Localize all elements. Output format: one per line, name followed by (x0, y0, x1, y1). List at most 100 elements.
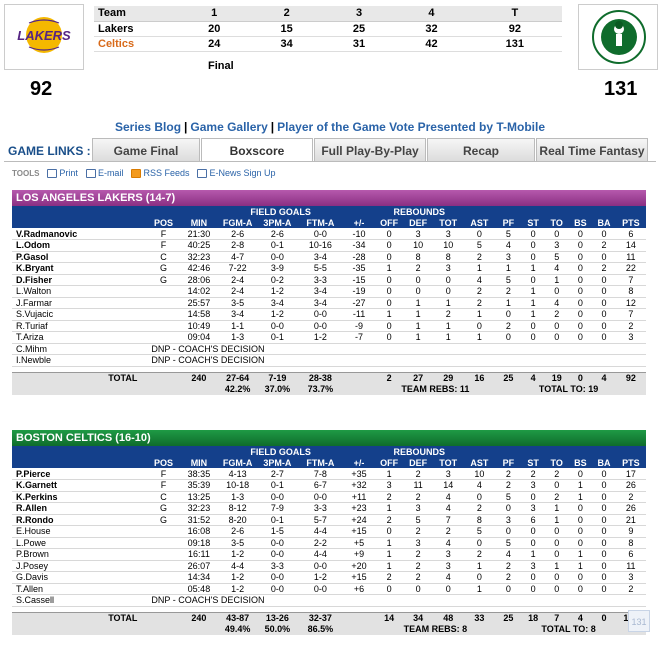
linescore-team-name[interactable]: Lakers (94, 21, 178, 37)
stat-cell: 0 (463, 228, 496, 240)
stat-cell: 1-3 (218, 491, 257, 503)
column-header: FTM-A (297, 217, 343, 228)
player-name[interactable]: P.Gasol (12, 251, 148, 263)
email-link[interactable]: E-mail (85, 168, 123, 178)
stat-cell: 1 (433, 331, 464, 344)
stat-cell: 14 (433, 479, 464, 492)
stat-cell: 0 (463, 571, 496, 584)
stat-cell: 3-4 (218, 308, 257, 321)
totals-ba: 0 (592, 611, 616, 624)
totals-ba: 4 (592, 371, 616, 384)
player-name[interactable]: C.Mihm (12, 343, 148, 355)
enews-link[interactable]: E-News Sign Up (197, 168, 276, 178)
stat-cell: +5 (342, 537, 376, 549)
player-vote-link[interactable]: Player of the Game Vote Presented by T-M… (277, 120, 545, 134)
stat-cell: 1 (521, 297, 545, 309)
stat-cell: 0 (375, 285, 404, 298)
stat-cell: 32:23 (179, 251, 219, 263)
pct-spacer (12, 383, 219, 395)
stat-cell: 2 (544, 308, 569, 321)
player-name[interactable]: S.Vujacic (12, 308, 148, 321)
game-gallery-link[interactable]: Game Gallery (190, 120, 268, 134)
stat-cell: 2 (463, 251, 496, 263)
player-name[interactable]: V.Radmanovic (12, 228, 148, 240)
column-header: MIN (179, 217, 219, 228)
player-name[interactable]: J.Posey (12, 560, 148, 572)
tab-recap[interactable]: Recap (427, 138, 535, 162)
player-name[interactable]: K.Garnett (12, 479, 148, 492)
stat-cell: +6 (342, 583, 376, 595)
player-name[interactable]: R.Turiaf (12, 320, 148, 332)
player-row: E.House 16:08 2-6 1-5 4-4 +15 0 2 2 5 0 0 0 0 0 9 (12, 525, 646, 538)
stat-cell: 0 (592, 331, 616, 344)
player-name[interactable]: K.Perkins (12, 491, 148, 503)
player-name[interactable]: S.Cassell (12, 594, 148, 607)
tab-play-by-play[interactable]: Full Play-By-Play (314, 138, 426, 162)
stat-cell: 0-0 (256, 583, 298, 595)
pct-tp: 37.0% (256, 383, 298, 395)
stat-cell: 26:07 (179, 560, 219, 572)
stat-cell: 3-3 (297, 274, 343, 286)
stat-cell: 0 (568, 502, 593, 515)
stat-cell: 26 (615, 479, 646, 492)
player-name[interactable]: J.Farmar (12, 297, 148, 309)
stat-cell: F (147, 479, 180, 492)
stat-cell: 3-5 (218, 537, 257, 549)
linescore-cell: 25 (322, 21, 396, 37)
player-name[interactable]: R.Allen (12, 502, 148, 515)
tab-boxscore[interactable]: Boxscore (201, 138, 313, 162)
stat-cell: 3 (521, 560, 545, 572)
stat-cell: 0 (568, 274, 593, 286)
pct-spacer (342, 383, 376, 395)
totals-st: 4 (521, 371, 545, 384)
rss-link[interactable]: RSS Feeds (131, 168, 189, 178)
player-name[interactable]: K.Bryant (12, 262, 148, 275)
series-blog-link[interactable]: Series Blog (115, 120, 182, 134)
stat-cell: 0 (592, 468, 616, 480)
stat-cell: 1 (375, 560, 404, 572)
lakers-final-score: 92 (30, 78, 53, 100)
player-name[interactable]: P.Brown (12, 548, 148, 561)
stat-cell: 1 (463, 308, 496, 321)
stat-cell: 0 (375, 583, 404, 595)
stat-cell: 1-2 (256, 285, 298, 298)
stat-cell (147, 525, 180, 538)
stat-cell: 7 (615, 308, 646, 321)
stat-cell: 1 (403, 331, 434, 344)
column-header: DEF (403, 457, 434, 468)
tab-game-final[interactable]: Game Final (92, 138, 200, 162)
totals-min: 240 (179, 371, 219, 384)
player-name[interactable]: T.Ariza (12, 331, 148, 344)
player-name[interactable]: D.Fisher (12, 274, 148, 286)
stat-cell: 1-1 (218, 320, 257, 332)
player-name[interactable]: R.Rondo (12, 514, 148, 526)
player-name[interactable]: T.Allen (12, 583, 148, 595)
stat-cell: 0 (544, 571, 569, 584)
linescore-team-name[interactable]: Celtics (94, 36, 178, 52)
player-name[interactable]: G.Davis (12, 571, 148, 584)
pct-spacer (615, 383, 646, 395)
stat-cell: 1 (495, 297, 522, 309)
stat-cell: 28:06 (179, 274, 219, 286)
player-row: T.Ariza 09:04 1-3 0-1 1-2 -7 0 1 1 1 0 0 0 0 0 3 (12, 331, 646, 344)
print-link[interactable]: Print (47, 168, 78, 178)
totals-row: TOTAL24043-8713-2632-3714344833251874013… (12, 611, 646, 624)
player-name[interactable]: L.Powe (12, 537, 148, 549)
stat-cell: 2-4 (218, 274, 257, 286)
player-name[interactable]: L.Walton (12, 285, 148, 298)
player-name[interactable]: L.Odom (12, 239, 148, 252)
stat-cell: G (147, 262, 180, 275)
scroll-up-button[interactable]: 131 (628, 610, 650, 632)
stat-cell: 8 (463, 514, 496, 526)
stat-cell: 0 (375, 239, 404, 252)
stat-cell: 2 (592, 239, 616, 252)
stat-cell: 1 (463, 331, 496, 344)
player-name[interactable]: E.House (12, 525, 148, 538)
stat-cell: 4 (495, 548, 522, 561)
pct-tp: 50.0% (256, 623, 298, 635)
total-turnovers: TOTAL TO: 8 (521, 623, 616, 635)
stat-cell: 4-4 (297, 525, 343, 538)
player-name[interactable]: P.Pierce (12, 468, 148, 480)
tab-fantasy[interactable]: Real Time Fantasy (536, 138, 648, 162)
player-name[interactable]: I.Newble (12, 354, 148, 367)
